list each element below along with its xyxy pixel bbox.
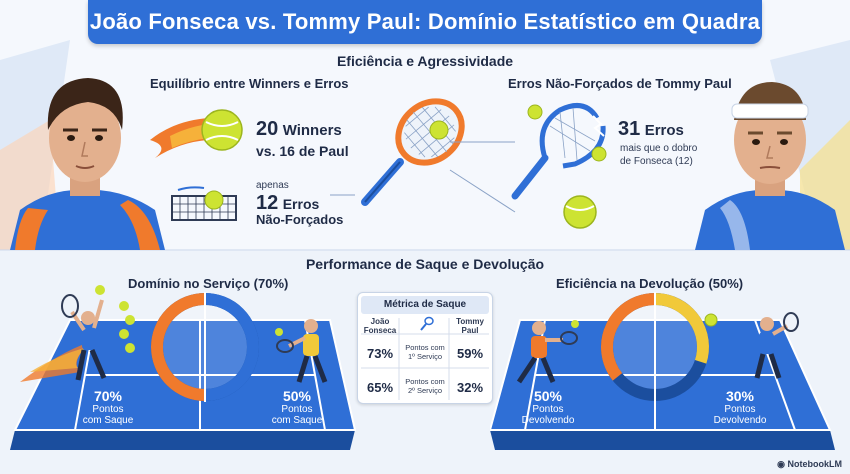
metric-row1-fonseca: 73% [366, 346, 394, 361]
connector-lines [330, 141, 516, 213]
paul-errors-count: 31 [618, 118, 641, 140]
paul-return-pct: 30% [725, 388, 755, 404]
brand-label: NotebookLM [787, 459, 843, 469]
metric-row1-paul: 59% [456, 346, 484, 361]
paul-errors-subhead: Erros Não-Forçados de Tommy Paul [508, 76, 732, 91]
paul-serve-stat: 50% Pontos com Saque [257, 388, 337, 426]
brand-footer: ◉ NotebookLM [777, 459, 842, 470]
broken-racket-icon [511, 103, 607, 200]
return-donut-paul-arc [654, 293, 709, 364]
metric-row2-paul: 32% [456, 380, 484, 395]
return-donut-fonseca-arc [601, 293, 656, 381]
serve-donut-fonseca-arc [151, 293, 206, 401]
title-banner [88, 0, 762, 44]
fonseca-errors-label: Erros [282, 196, 320, 212]
paul-serve-label1: Pontos [281, 404, 313, 415]
brand-icon: ◉ [777, 459, 785, 469]
efficiency-heading: Eficiência e Agressividade [336, 53, 514, 69]
fonseca-returner-figure [516, 320, 579, 384]
paul-receiver-figure [275, 319, 328, 383]
col-fonseca-label-1: João [370, 317, 390, 326]
paul-return-label1: Pontos [724, 404, 756, 415]
paul-serve-pct: 50% [282, 388, 312, 404]
metric-row1-label-2: 1º Serviço [407, 352, 442, 361]
paul-return-stat: 30% Pontos Devolvendo [700, 388, 780, 426]
paul-errors-note2: de Fonseca (12) [620, 156, 693, 167]
flaming-ball-icon [150, 109, 243, 158]
paul-serve-label2: com Saque [271, 415, 323, 426]
metric-card-title: Métrica de Saque [361, 296, 489, 314]
page-title: João Fonseca vs. Tommy Paul: Domínio Est… [89, 9, 761, 34]
metric-row1-label-1: Pontos com [405, 343, 445, 352]
fonseca-server-figure [20, 285, 135, 382]
fonseca-return-pct: 50% [533, 388, 563, 404]
metric-row2-label: Pontos com 2º Serviço [400, 377, 450, 395]
winners-label: Winners [282, 122, 342, 139]
metric-row2-fonseca: 65% [366, 380, 394, 395]
serve-heading: Performance de Saque e Devolução [305, 256, 545, 272]
paul-errors-note1: mais que o dobro [620, 143, 698, 154]
col-paul-label-1: Tommy [456, 317, 484, 326]
metric-grid-lines [361, 318, 489, 400]
fonseca-return-label1: Pontos [532, 404, 564, 415]
racket-small-icon [420, 316, 434, 331]
fonseca-serve-stat: 70% Pontos com Saque [68, 388, 148, 426]
fonseca-serve-label2: com Saque [82, 415, 134, 426]
paul-server-figure [754, 312, 799, 379]
fonseca-serve-label1: Pontos [92, 404, 124, 415]
fonseca-serve-pct: 70% [93, 388, 123, 404]
ball-icon [563, 195, 597, 229]
fonseca-return-stat: 50% Pontos Devolvendo [508, 388, 588, 426]
ball-icon-small [704, 313, 718, 327]
winners-count: 20 [256, 118, 279, 140]
paul-return-label2: Devolvendo [713, 415, 767, 426]
fonseca-errors-count: 12 [256, 192, 279, 214]
col-paul-label-2: Paul [461, 326, 479, 335]
serve-donut-chart [151, 292, 259, 402]
metric-row1-label: Pontos com 1º Serviço [400, 343, 450, 361]
return-donut-chart [601, 292, 709, 402]
paul-errors-label: Erros [644, 122, 684, 139]
service-dominance-subhead: Domínio no Serviço (70%) [128, 276, 289, 291]
metric-row2-label-1: Pontos com [405, 377, 445, 386]
fonseca-return-label2: Devolvendo [521, 415, 575, 426]
winners-compare: vs. 16 de Paul [256, 143, 349, 159]
metric-row2-label-2: 2º Serviço [407, 386, 442, 395]
winners-stat: 20 Winners [256, 118, 342, 141]
paul-errors-stat: 31 Erros [618, 118, 684, 141]
racket-icon [361, 98, 465, 206]
fonseca-errors-stat: 12 Erros [256, 192, 319, 215]
return-efficiency-subhead: Eficiência na Devolução (50%) [556, 276, 744, 291]
serve-donut-paul-arc [204, 293, 259, 401]
fonseca-portrait [10, 78, 165, 250]
errors-prefix: apenas [256, 180, 289, 191]
col-fonseca-label: João Fonseca [360, 317, 400, 335]
col-fonseca-label-2: Fonseca [363, 326, 397, 335]
col-paul-label: Tommy Paul [450, 317, 490, 335]
paul-portrait [695, 82, 845, 250]
winners-errors-subhead: Equilíbrio entre Winners e Erros [150, 76, 349, 91]
serve-court [10, 319, 357, 450]
fonseca-errors-label2: Não-Forçados [256, 212, 344, 227]
net-ball-icon [171, 186, 237, 221]
